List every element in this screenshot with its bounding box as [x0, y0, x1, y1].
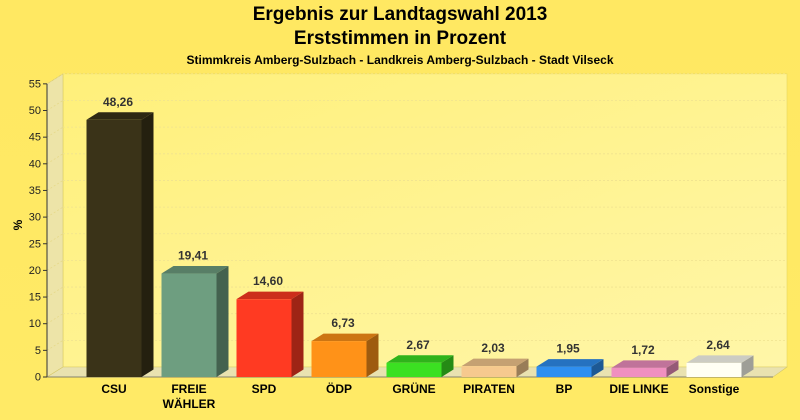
bar-side [216, 266, 229, 377]
bar [311, 341, 367, 377]
bar-top [386, 355, 454, 363]
bar-value-label: 2,64 [706, 338, 730, 352]
y-tick-label: 10 [29, 318, 41, 330]
bar-side [141, 112, 154, 377]
gridline-side [46, 206, 64, 218]
bar [461, 366, 517, 377]
y-tick-label: 35 [29, 185, 41, 197]
bar-side [441, 355, 454, 377]
bar-top [461, 358, 529, 367]
bar-value-label: 19,41 [178, 249, 208, 263]
bar-value-label: 14,60 [253, 274, 283, 288]
bar-value-label: 48,26 [103, 95, 133, 109]
chart-title: Ergebnis zur Landtagswahl 2013 [252, 4, 548, 25]
plot-side-wall [46, 73, 64, 378]
x-tick-label: Sonstige [689, 382, 740, 396]
gridline-side [46, 126, 64, 138]
bar-top [311, 333, 379, 342]
bar-top [161, 266, 229, 274]
x-tick-label: CSU [101, 382, 126, 396]
y-tick-label: 0 [35, 372, 41, 384]
gridline-side [46, 180, 64, 191]
bar-value-label: 1,95 [556, 342, 580, 356]
y-tick-label: 30 [29, 212, 41, 224]
bar-top [536, 359, 604, 367]
bar [86, 119, 142, 377]
y-tick-label: 40 [29, 158, 41, 170]
x-tick-label: ÖDP [326, 381, 352, 396]
bar-top [686, 355, 754, 363]
bar [536, 366, 592, 377]
bar-side [291, 291, 304, 377]
gridline-side [46, 100, 64, 111]
y-tick-label: 45 [29, 132, 41, 144]
gridline-side [46, 233, 64, 245]
x-tick-label: GRÜNE [392, 381, 435, 396]
bar-value-label: 1,72 [631, 343, 655, 357]
bar-side [666, 360, 679, 377]
bar-top [611, 360, 679, 368]
gridline-side [46, 313, 64, 325]
bar [611, 367, 667, 377]
bar [386, 362, 442, 377]
y-tick-label: 15 [29, 292, 41, 304]
bar [161, 273, 217, 377]
bar-side [741, 355, 754, 377]
chart-subtitle: Erststimmen in Prozent [293, 28, 507, 49]
y-tick-label: 55 [29, 78, 41, 90]
bar-side [591, 359, 604, 377]
bar-value-label: 6,73 [331, 316, 355, 330]
y-tick-label: 20 [29, 265, 41, 277]
bar-side [516, 358, 529, 377]
bar-top [236, 291, 304, 300]
bar [686, 362, 742, 377]
bar [236, 299, 292, 377]
bar-side [366, 333, 379, 377]
y-tick-label: 25 [29, 238, 41, 250]
chart-region: Stimmkreis Amberg-Sulzbach - Landkreis A… [186, 53, 614, 67]
x-tick-label: SPD [252, 382, 277, 396]
gridline-side [46, 340, 64, 351]
gridline-side [46, 260, 64, 271]
y-tick-label: 5 [35, 345, 41, 357]
gridline-side [46, 286, 64, 298]
bar-value-label: 2,03 [481, 341, 505, 355]
y-tick-label: 50 [29, 105, 41, 117]
x-tick-label: BP [556, 382, 573, 396]
x-tick-label: PIRATEN [463, 382, 515, 396]
x-tick-label: DIE LINKE [609, 382, 668, 396]
bar-value-label: 2,67 [406, 338, 430, 352]
x-tick-label: FREIE WÄHLER [163, 382, 216, 411]
gridline-side [46, 73, 64, 85]
bar-top [86, 112, 154, 120]
gridline-side [46, 153, 64, 165]
y-axis-label: % [11, 219, 25, 230]
